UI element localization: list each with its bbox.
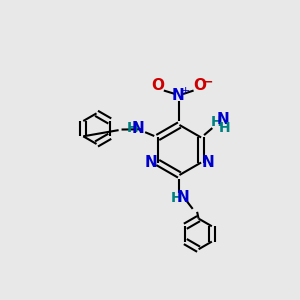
Text: N: N xyxy=(132,121,145,136)
Text: O: O xyxy=(151,78,164,93)
Text: −: − xyxy=(203,75,213,88)
Text: N: N xyxy=(217,112,230,127)
Text: N: N xyxy=(145,155,158,170)
Text: N: N xyxy=(201,155,214,170)
Text: N: N xyxy=(177,190,189,206)
Text: H: H xyxy=(219,121,230,135)
Text: O: O xyxy=(194,78,207,93)
Text: H: H xyxy=(127,121,138,135)
Text: N: N xyxy=(172,88,184,103)
Text: H: H xyxy=(211,116,223,130)
Text: +: + xyxy=(181,85,190,95)
Text: H: H xyxy=(171,191,182,205)
